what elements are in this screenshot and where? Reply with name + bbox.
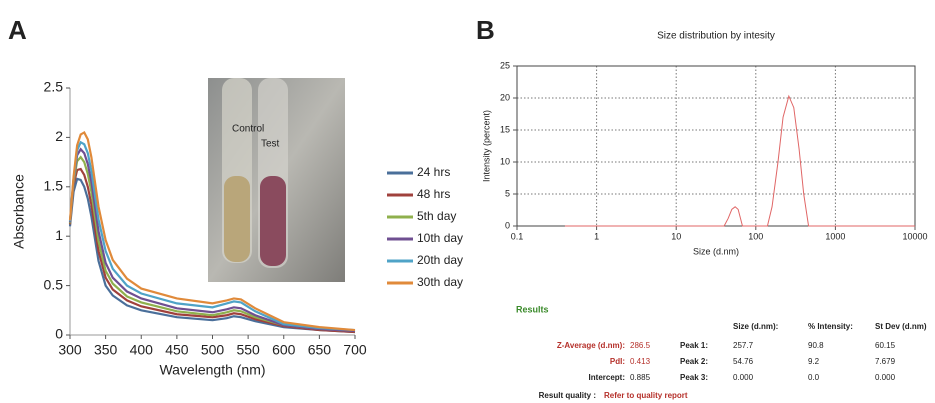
x-tick-label: 550: [236, 342, 260, 358]
x-tick-label: 1: [594, 231, 599, 241]
x-tick-label: 0.1: [511, 231, 524, 241]
quality-label: Result quality :: [539, 391, 596, 400]
table-cell: 54.76: [733, 357, 754, 366]
series-line: [68, 155, 356, 333]
table-cell: 257.7: [733, 341, 754, 350]
y-tick-label: 0: [505, 220, 510, 230]
series-line: [68, 177, 356, 334]
x-tick-label: 300: [58, 342, 82, 358]
y-tick-label: 20: [500, 92, 510, 102]
table-cell: 0.000: [875, 373, 896, 382]
panel-label: B: [476, 15, 495, 45]
table-cell: 9.2: [808, 357, 820, 366]
y-tick-label: 1: [55, 227, 63, 243]
table-cell: Peak 3:: [680, 373, 708, 382]
y-tick-label: 5: [505, 188, 510, 198]
x-tick-label: 10000: [902, 231, 927, 241]
y-tick-label: 10: [500, 156, 510, 166]
table-cell: Intercept:: [589, 373, 625, 382]
y-axis-label: Absorbance: [11, 174, 27, 249]
y-tick-label: 0: [55, 326, 63, 342]
table-cell: PdI:: [610, 357, 625, 366]
table-cell: Peak 1:: [680, 341, 708, 350]
x-tick-label: 700: [343, 342, 367, 358]
table-cell: 90.8: [808, 341, 824, 350]
series-line: [68, 167, 356, 334]
inset-label: Control: [232, 124, 264, 135]
table-cell: 0.000: [733, 373, 754, 382]
table-header: % Intensity:: [808, 322, 853, 331]
x-axis-label: Wavelength (nm): [159, 362, 265, 378]
chart-title: Size distribution by intesity: [657, 31, 775, 42]
y-tick-label: 2.5: [44, 79, 64, 95]
results-heading: Results: [516, 304, 549, 314]
inset-label: Test: [261, 139, 280, 150]
x-tick-label: 400: [130, 342, 154, 358]
legend-label: 48 hrs: [417, 187, 450, 201]
x-tick-label: 350: [94, 342, 118, 358]
y-tick-label: 25: [500, 60, 510, 70]
y-tick-label: 0.5: [44, 276, 64, 292]
table-cell: 7.679: [875, 357, 896, 366]
quality-value: Refer to quality report: [604, 391, 688, 400]
legend-label: 5th day: [417, 209, 456, 223]
table-cell: 60.15: [875, 341, 896, 350]
table-header: St Dev (d.nm): [875, 322, 927, 331]
table-cell: 286.5: [630, 341, 651, 350]
table-cell: 0.413: [630, 357, 651, 366]
legend-label: 30th day: [417, 275, 463, 289]
x-tick-label: 450: [165, 342, 189, 358]
x-axis-label: Size (d.nm): [693, 246, 739, 256]
legend-label: 24 hrs: [417, 165, 450, 179]
x-tick-label: 500: [201, 342, 225, 358]
plot-frame: [516, 65, 916, 227]
y-tick-label: 1.5: [44, 178, 64, 194]
table-cell: Peak 2:: [680, 357, 708, 366]
panel-label: A: [8, 15, 27, 45]
x-tick-label: 10: [671, 231, 681, 241]
x-tick-label: 650: [308, 342, 332, 358]
series-line: [68, 140, 356, 332]
table-cell: Z-Average (d.nm):: [557, 341, 625, 350]
x-tick-label: 600: [272, 342, 296, 358]
y-axis-label: Intensity (percent): [481, 110, 491, 182]
table-cell: 0.0: [808, 373, 820, 382]
results: Results Size (d.nm): % Intensity: St Dev (…: [516, 304, 927, 400]
series-line: [68, 130, 356, 332]
legend-label: 20th day: [417, 253, 463, 267]
table-cell: 0.885: [630, 373, 651, 382]
legend-label: 10th day: [417, 231, 463, 245]
y-tick-label: 15: [500, 124, 510, 134]
x-tick-label: 1000: [825, 231, 845, 241]
x-tick-label: 100: [748, 231, 763, 241]
y-tick-label: 2: [55, 128, 63, 144]
series-line: [564, 94, 915, 227]
table-header: Size (d.nm):: [733, 322, 778, 331]
series-line: [68, 147, 356, 333]
inset-photo: Control Test: [208, 78, 345, 282]
